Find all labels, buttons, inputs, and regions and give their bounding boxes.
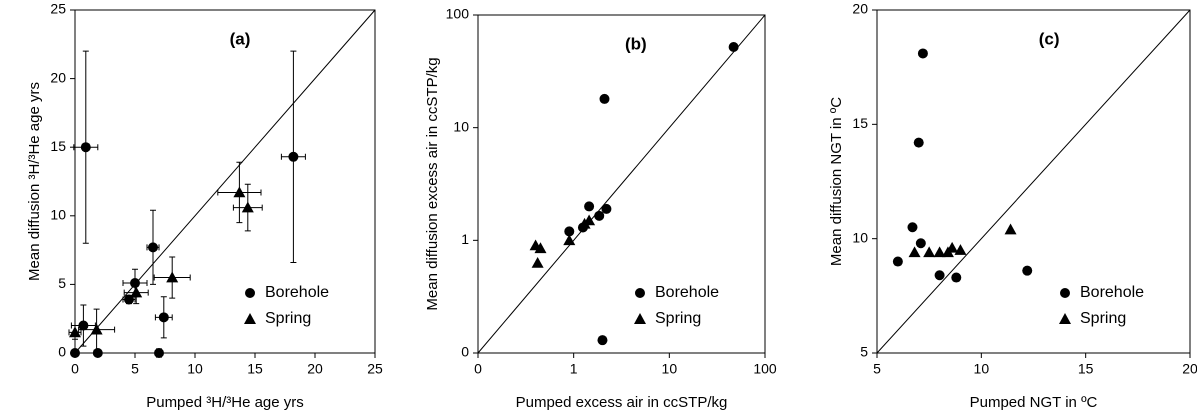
circle-marker (80, 142, 91, 153)
x-tick-label: 5 (873, 361, 881, 377)
triangle-marker (233, 186, 246, 198)
circle-marker (288, 151, 299, 162)
x-tick-label: 1 (570, 361, 578, 377)
y-tick-label: 10 (453, 118, 469, 134)
circle-marker (599, 93, 610, 104)
circle-marker (1022, 265, 1033, 276)
y-axis-label: Mean diffusion NGT in ºC (828, 97, 845, 266)
legend-symbol (1059, 313, 1071, 324)
legend-label: Spring (265, 310, 311, 327)
y-tick-label: 1 (461, 231, 469, 247)
y-tick-label: 25 (50, 1, 66, 17)
triangle-marker (531, 256, 544, 268)
circle-marker (951, 272, 962, 283)
legend-symbol (635, 288, 645, 298)
scatter-panel: 5 10 15 20 5 10 15 20 Pumped NGT in ºC Mean diffu… (828, 1, 1197, 411)
x-tick-label: 5 (131, 361, 139, 377)
legend-symbol (1060, 288, 1070, 298)
circle-marker (92, 348, 103, 358)
y-tick-label: 5 (58, 275, 66, 291)
panel-label: (c) (1039, 29, 1060, 48)
y-tick-label: 15 (852, 115, 868, 131)
triangle-marker (563, 234, 576, 246)
legend-label: Borehole (265, 284, 329, 301)
legend-symbol (244, 313, 256, 324)
x-tick-label: 25 (367, 361, 383, 377)
x-tick-label: 10 (974, 361, 990, 377)
circle-marker (915, 238, 926, 249)
one-to-one-line (477, 14, 766, 354)
legend-symbol (245, 288, 255, 298)
circle-marker (601, 203, 612, 214)
circle-marker (907, 222, 918, 233)
y-tick-label: 0 (58, 344, 66, 360)
scatter-panel: 0 5 10 15 20 25 0 5 10 15 20 25 Pumped ³H/³He age yr… (26, 1, 383, 411)
legend-label: Spring (655, 310, 701, 327)
circle-marker (917, 48, 928, 59)
plot-frame (876, 9, 1191, 354)
triangle-marker (954, 244, 967, 255)
circle-marker (158, 312, 169, 323)
circle-marker (130, 278, 140, 289)
circle-marker (594, 210, 605, 221)
x-tick-label: 0 (71, 361, 79, 377)
circle-marker (154, 348, 164, 358)
triangle-marker (946, 241, 959, 253)
x-axis-label: Pumped NGT in ºC (970, 394, 1098, 411)
circle-marker (597, 335, 608, 346)
triangle-marker (166, 271, 179, 283)
triangle-marker (933, 246, 946, 258)
circle-marker (584, 201, 595, 212)
triangle-marker (923, 246, 936, 258)
y-axis-label: Mean diffusion excess air in ccSTP/kg (424, 57, 441, 310)
y-tick-label: 5 (860, 344, 868, 360)
legend-label: Borehole (655, 284, 719, 301)
y-tick-label: 20 (852, 1, 868, 17)
circle-marker (892, 256, 903, 267)
legend-label: Borehole (1080, 284, 1144, 301)
circle-marker (728, 41, 739, 52)
circle-marker (934, 270, 945, 281)
plot-frame (477, 14, 766, 354)
x-tick-label: 0 (474, 361, 482, 377)
y-tick-label: 10 (50, 207, 66, 223)
y-axis-label: Mean diffusion ³H/³He age yrs (26, 82, 43, 281)
triangle-marker (1004, 223, 1017, 235)
triangle-marker (241, 201, 254, 213)
panel-label: (a) (230, 29, 251, 48)
y-tick-label: 20 (50, 69, 66, 85)
scatter-panel: 0 1 10 100 0 1 10 100 Pumped excess air in ccSTP… (424, 6, 777, 411)
circle-marker (148, 242, 158, 253)
triangle-marker (69, 326, 81, 338)
triangle-marker (534, 242, 547, 254)
x-tick-label: 20 (307, 361, 323, 377)
circle-marker (70, 348, 80, 358)
y-tick-label: 100 (446, 6, 470, 22)
y-tick-label: 10 (852, 229, 868, 245)
plot-frame (74, 9, 376, 354)
y-tick-label: 0 (461, 344, 469, 360)
triangle-marker (908, 246, 921, 258)
circle-marker (913, 137, 924, 148)
legend-symbol (634, 313, 646, 324)
x-tick-label: 10 (187, 361, 203, 377)
x-tick-label: 10 (662, 361, 678, 377)
x-tick-label: 15 (1078, 361, 1094, 377)
triangle-marker (583, 214, 596, 226)
circle-marker (564, 226, 575, 237)
panel-label: (b) (625, 34, 647, 53)
one-to-one-line (876, 9, 1191, 354)
triangle-marker (90, 323, 103, 335)
triangle-marker (130, 286, 143, 298)
x-axis-label: Pumped excess air in ccSTP/kg (516, 394, 728, 411)
one-to-one-line (74, 9, 376, 354)
circle-marker (78, 320, 89, 331)
x-axis-label: Pumped ³H/³He age yrs (146, 394, 304, 411)
y-tick-label: 15 (50, 138, 66, 154)
x-tick-label: 100 (753, 361, 777, 377)
x-tick-label: 20 (1182, 361, 1197, 377)
legend-label: Spring (1080, 310, 1126, 327)
x-tick-label: 15 (247, 361, 263, 377)
